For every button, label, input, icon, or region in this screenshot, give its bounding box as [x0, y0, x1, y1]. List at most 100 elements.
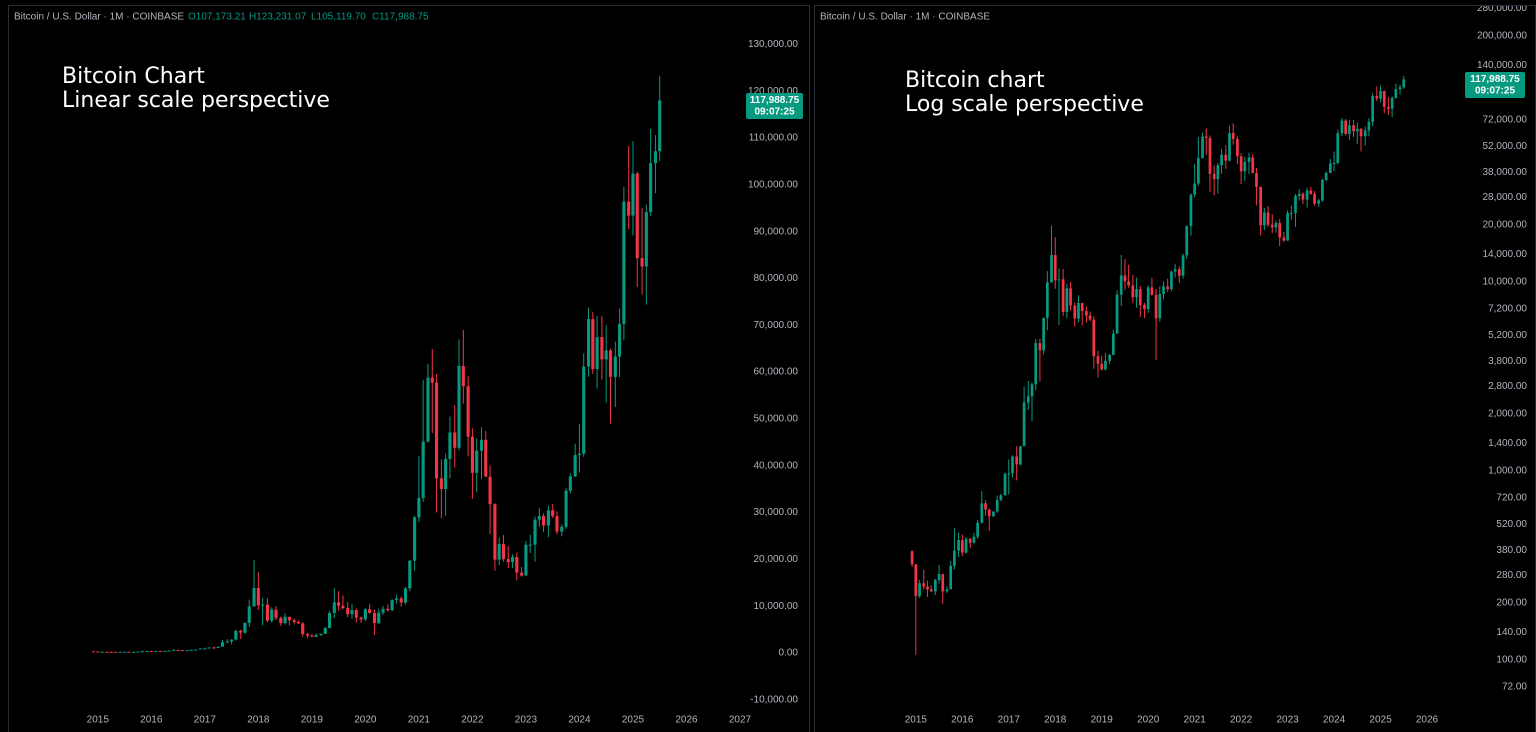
candle-body: [386, 608, 390, 611]
candle-body: [1022, 402, 1026, 447]
candle-body: [960, 540, 964, 553]
y-tick-label: 0.00: [779, 648, 799, 659]
candle-body: [1177, 269, 1181, 276]
annotation: Bitcoin chart: [905, 68, 1045, 93]
candle-body: [992, 511, 995, 517]
candle-body: [1127, 281, 1131, 286]
candle-body: [1193, 183, 1197, 195]
candle-body: [140, 651, 144, 653]
candle-body: [987, 509, 991, 517]
candle-body: [1092, 319, 1096, 357]
y-tick-label: 60,000.00: [754, 367, 799, 378]
x-tick-label: 2017: [998, 715, 1021, 726]
candle-body: [306, 634, 310, 636]
candle-body: [1348, 125, 1351, 134]
candle-body: [537, 516, 541, 520]
candle-body: [551, 510, 555, 517]
x-tick-label: 2022: [1230, 715, 1253, 726]
candle-body: [1328, 163, 1332, 173]
candle-body: [1286, 213, 1289, 241]
candle-body: [976, 522, 979, 537]
y-tick-label: 80,000.00: [754, 273, 799, 284]
candle-body: [189, 649, 193, 651]
y-tick-label: 28,000.00: [1483, 192, 1528, 203]
candle-body: [613, 356, 617, 377]
candle-body: [1402, 79, 1406, 88]
x-tick-label: 2024: [1323, 715, 1346, 726]
candle-body: [377, 612, 381, 623]
candle-body: [470, 436, 474, 473]
candle-body: [1038, 343, 1042, 351]
candle-body: [1003, 473, 1007, 496]
candle-body: [1216, 165, 1220, 179]
x-tick-label: 2024: [568, 715, 591, 726]
candle-body: [96, 651, 100, 653]
candle-body: [350, 610, 354, 615]
candle-body: [247, 606, 251, 623]
y-tick-label: 52,000.00: [1483, 141, 1528, 152]
y-tick-label: 14,000.00: [1483, 249, 1528, 260]
candle-body: [413, 517, 417, 561]
y-tick-label: 5,200.00: [1488, 330, 1527, 341]
candle-body: [154, 650, 158, 652]
y-tick-label: 10,000.00: [1483, 277, 1528, 288]
candle-body: [1282, 237, 1286, 241]
candle-body: [1231, 133, 1235, 140]
candle-body: [1073, 305, 1077, 319]
candle-body: [421, 441, 425, 498]
candle-body: [408, 560, 412, 589]
candle-body: [1266, 212, 1270, 225]
candle-body: [941, 574, 945, 592]
candle-body: [1212, 173, 1216, 179]
candle-body: [252, 588, 256, 607]
candle-body: [1162, 286, 1165, 294]
candle-body: [910, 551, 914, 565]
candle-body: [555, 516, 559, 532]
candle-body: [914, 564, 918, 597]
y-tick-label: 100.00: [1496, 654, 1527, 665]
candle-body: [399, 598, 403, 603]
candle-body: [627, 201, 631, 216]
candle-body: [372, 613, 377, 623]
candle-body: [118, 651, 122, 653]
annotation: Bitcoin Chart: [62, 64, 205, 89]
candle-body: [1100, 363, 1104, 370]
y-tick-label: 100,000.00: [748, 179, 798, 190]
candle-body: [524, 544, 528, 576]
candle-body: [1317, 200, 1321, 204]
candle-body: [1239, 156, 1243, 172]
candle-body: [394, 598, 398, 600]
candle-body: [644, 212, 648, 267]
candle-body: [1173, 269, 1177, 272]
candle-body: [929, 589, 933, 592]
candle-body: [256, 588, 260, 606]
x-tick-label: 2023: [1276, 715, 1299, 726]
candle-body: [434, 382, 439, 479]
last-price-label: 117,988.75: [1470, 74, 1520, 85]
candle-body: [346, 608, 350, 615]
countdown-label: 09:07:25: [1475, 86, 1515, 97]
candle-body: [1181, 255, 1185, 276]
candle-body: [922, 583, 926, 587]
candle-body: [484, 439, 488, 477]
candle-body: [1355, 128, 1359, 132]
candle-body: [1375, 95, 1379, 99]
x-tick-label: 2020: [354, 715, 377, 726]
symbol-header: Bitcoin / U.S. Dollar · 1M · COINBASE: [820, 12, 990, 23]
candle-body: [1259, 186, 1262, 226]
chart-panel: Bitcoin / U.S. Dollar · 1M · COINBASE O1…: [14, 12, 803, 726]
candle-body: [1321, 179, 1324, 201]
x-tick-label: 2021: [1184, 715, 1207, 726]
y-tick-label: 280.00: [1496, 570, 1527, 581]
candle-body: [937, 574, 941, 581]
candle-body: [640, 258, 644, 267]
x-tick-label: 2016: [140, 715, 163, 726]
candle-body: [1197, 158, 1200, 184]
candle-body: [1189, 194, 1193, 227]
y-tick-label: 520.00: [1496, 519, 1527, 530]
candle-body: [586, 319, 591, 367]
candle-body: [949, 565, 953, 590]
last-price-label: 117,988.75: [750, 95, 800, 106]
candle-body: [341, 605, 345, 609]
candle-body: [457, 365, 461, 448]
